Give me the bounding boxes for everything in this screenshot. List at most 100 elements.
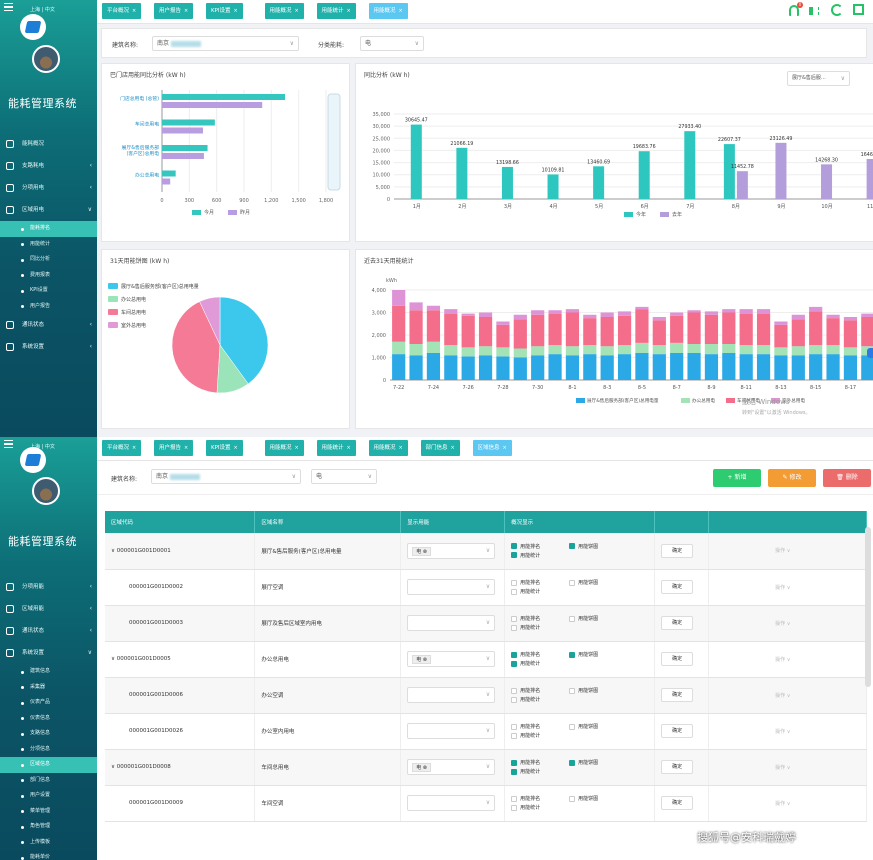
stacked-bar-segment[interactable]	[774, 355, 788, 380]
checkbox-box[interactable]	[569, 651, 576, 658]
close-icon[interactable]: ×	[233, 8, 238, 14]
avatar[interactable]	[32, 477, 60, 505]
stacked-bar-segment[interactable]	[409, 355, 423, 380]
energy-type-multiselect[interactable]: ∨	[407, 795, 496, 811]
stacked-bar-segment[interactable]	[670, 353, 684, 380]
sidebar-subitem[interactable]: 仪表产品	[0, 695, 97, 711]
checkbox-box[interactable]	[511, 732, 518, 739]
close-icon[interactable]: ×	[346, 8, 351, 14]
bar[interactable]	[723, 144, 735, 199]
sidebar-subitem[interactable]: 分项信息	[0, 742, 97, 758]
stacked-bar-segment[interactable]	[513, 314, 527, 320]
expand-chevron-icon[interactable]: ∨	[111, 764, 117, 770]
checkbox-stat[interactable]: 用能统计	[511, 624, 569, 631]
bar[interactable]	[821, 164, 833, 199]
stacked-bar-segment[interactable]	[617, 315, 632, 346]
side-collapse-handle[interactable]	[867, 348, 873, 358]
language-switch[interactable]: 上海 | 中文	[30, 7, 55, 13]
confirm-button[interactable]: 确定	[661, 580, 694, 594]
sidebar-subitem[interactable]: KPI设置	[0, 283, 97, 299]
stacked-bar-segment[interactable]	[774, 347, 788, 356]
confirm-button[interactable]: 确定	[661, 760, 694, 774]
checkbox-pie[interactable]: 用能饼图	[569, 795, 627, 802]
stacked-bar-segment[interactable]	[635, 306, 649, 310]
stacked-bar-segment[interactable]	[548, 313, 562, 346]
delete-button[interactable]: 🗑 删除	[823, 469, 871, 487]
stacked-bar-segment[interactable]	[444, 313, 458, 346]
energy-type-multiselect[interactable]: 电 ⊗ ∨	[407, 759, 496, 775]
checkbox-stat[interactable]: 用能统计	[511, 732, 569, 739]
stacked-bar-segment[interactable]	[722, 344, 736, 353]
stacked-bar-segment[interactable]	[461, 356, 475, 380]
stacked-bar-segment[interactable]	[670, 312, 684, 316]
table-row[interactable]: 000001G001D0026 办公室内用电 ∨ 用能排名 用能饼图 用能统计 确定 操作 ∨	[105, 713, 867, 750]
stacked-bar-segment[interactable]	[600, 317, 614, 347]
operation-dropdown[interactable]: 操作 ∨	[715, 729, 790, 735]
bar[interactable]	[162, 119, 215, 126]
close-icon[interactable]: ×	[294, 445, 299, 451]
close-icon[interactable]: ×	[294, 8, 299, 14]
energy-type-multiselect[interactable]: 电 ⊗ ∨	[407, 651, 496, 667]
checkbox-stat[interactable]: 用能统计	[511, 588, 569, 595]
table-row[interactable]: ∨ 000001G001D0005 办公总用电电 ⊗ ∨ 用能排名 用能饼图 用能统计 确定…	[105, 641, 867, 678]
checkbox-box[interactable]	[511, 768, 518, 775]
stacked-bar-segment[interactable]	[809, 354, 823, 380]
stacked-bar-segment[interactable]	[756, 345, 771, 355]
stacked-bar-segment[interactable]	[548, 354, 562, 380]
sidebar-subitem[interactable]: 用户设置	[0, 788, 97, 804]
table-row[interactable]: 000001G001D0009 车间空调 ∨ 用能排名 用能饼图 用能统计 确定 操作 ∨	[105, 785, 867, 822]
stacked-bar-segment[interactable]	[565, 309, 580, 313]
close-icon[interactable]: ×	[132, 8, 137, 14]
stacked-bar-segment[interactable]	[531, 355, 545, 380]
stacked-bar-segment[interactable]	[635, 342, 649, 353]
stacked-bar-segment[interactable]	[583, 354, 597, 380]
confirm-button[interactable]: 确定	[661, 796, 694, 810]
stacked-bar-segment[interactable]	[791, 355, 805, 380]
energy-type-multiselect[interactable]: ∨	[407, 579, 496, 595]
bar[interactable]	[456, 147, 468, 199]
sidebar-subitem[interactable]: 角色管理	[0, 819, 97, 835]
stacked-bar-segment[interactable]	[409, 344, 423, 356]
bar[interactable]	[638, 151, 650, 199]
close-icon[interactable]: ×	[398, 445, 403, 451]
bar[interactable]	[593, 166, 605, 199]
stacked-bar-segment[interactable]	[583, 314, 597, 319]
stacked-bar-segment[interactable]	[861, 355, 873, 380]
tab[interactable]: KPI设置 ×	[206, 3, 243, 19]
stacked-bar-segment[interactable]	[843, 317, 858, 321]
tab[interactable]: 用能统计 ×	[316, 3, 356, 19]
stacked-bar-segment[interactable]	[478, 317, 493, 347]
stacked-bar-segment[interactable]	[548, 345, 562, 355]
pie-slice[interactable]	[199, 296, 221, 346]
checkbox-box[interactable]	[511, 552, 518, 559]
stacked-bar-segment[interactable]	[531, 346, 545, 356]
close-icon[interactable]: ×	[132, 445, 137, 451]
stacked-bar-segment[interactable]	[739, 345, 753, 355]
stacked-bar-segment[interactable]	[461, 347, 475, 357]
sidebar-item[interactable]: 通讯状态 ‹	[0, 620, 97, 642]
refresh-icon[interactable]	[831, 4, 845, 18]
sidebar-item[interactable]: 区域用电 ∨	[0, 199, 97, 221]
close-icon[interactable]: ×	[398, 8, 403, 14]
checkbox-rank[interactable]: 用能排名	[511, 543, 569, 550]
sidebar-subitem[interactable]: 菜单管理	[0, 804, 97, 820]
stacked-bar-segment[interactable]	[444, 309, 458, 314]
stacked-bar-segment[interactable]	[687, 312, 701, 345]
avatar[interactable]	[32, 45, 60, 73]
tab[interactable]: 用能概况 ×	[264, 3, 304, 19]
pie-slice[interactable]	[171, 301, 221, 394]
stacked-bar-segment[interactable]	[809, 345, 823, 355]
stacked-bar-segment[interactable]	[392, 290, 406, 306]
stacked-bar-segment[interactable]	[861, 317, 873, 347]
checkbox-stat[interactable]: 用能统计	[511, 804, 569, 811]
stacked-bar-segment[interactable]	[774, 321, 788, 325]
confirm-button[interactable]: 确定	[661, 652, 694, 666]
operation-dropdown[interactable]: 操作 ∨	[715, 548, 790, 554]
tab[interactable]: 用户报告 ×	[154, 3, 194, 19]
stacked-bar-segment[interactable]	[652, 317, 666, 321]
confirm-button[interactable]: 确定	[661, 688, 694, 702]
language-switch[interactable]: 上海 | 中文	[30, 444, 55, 450]
bar[interactable]	[162, 178, 171, 185]
stacked-bar-segment[interactable]	[756, 313, 771, 346]
stacked-bar-segment[interactable]	[531, 310, 545, 315]
